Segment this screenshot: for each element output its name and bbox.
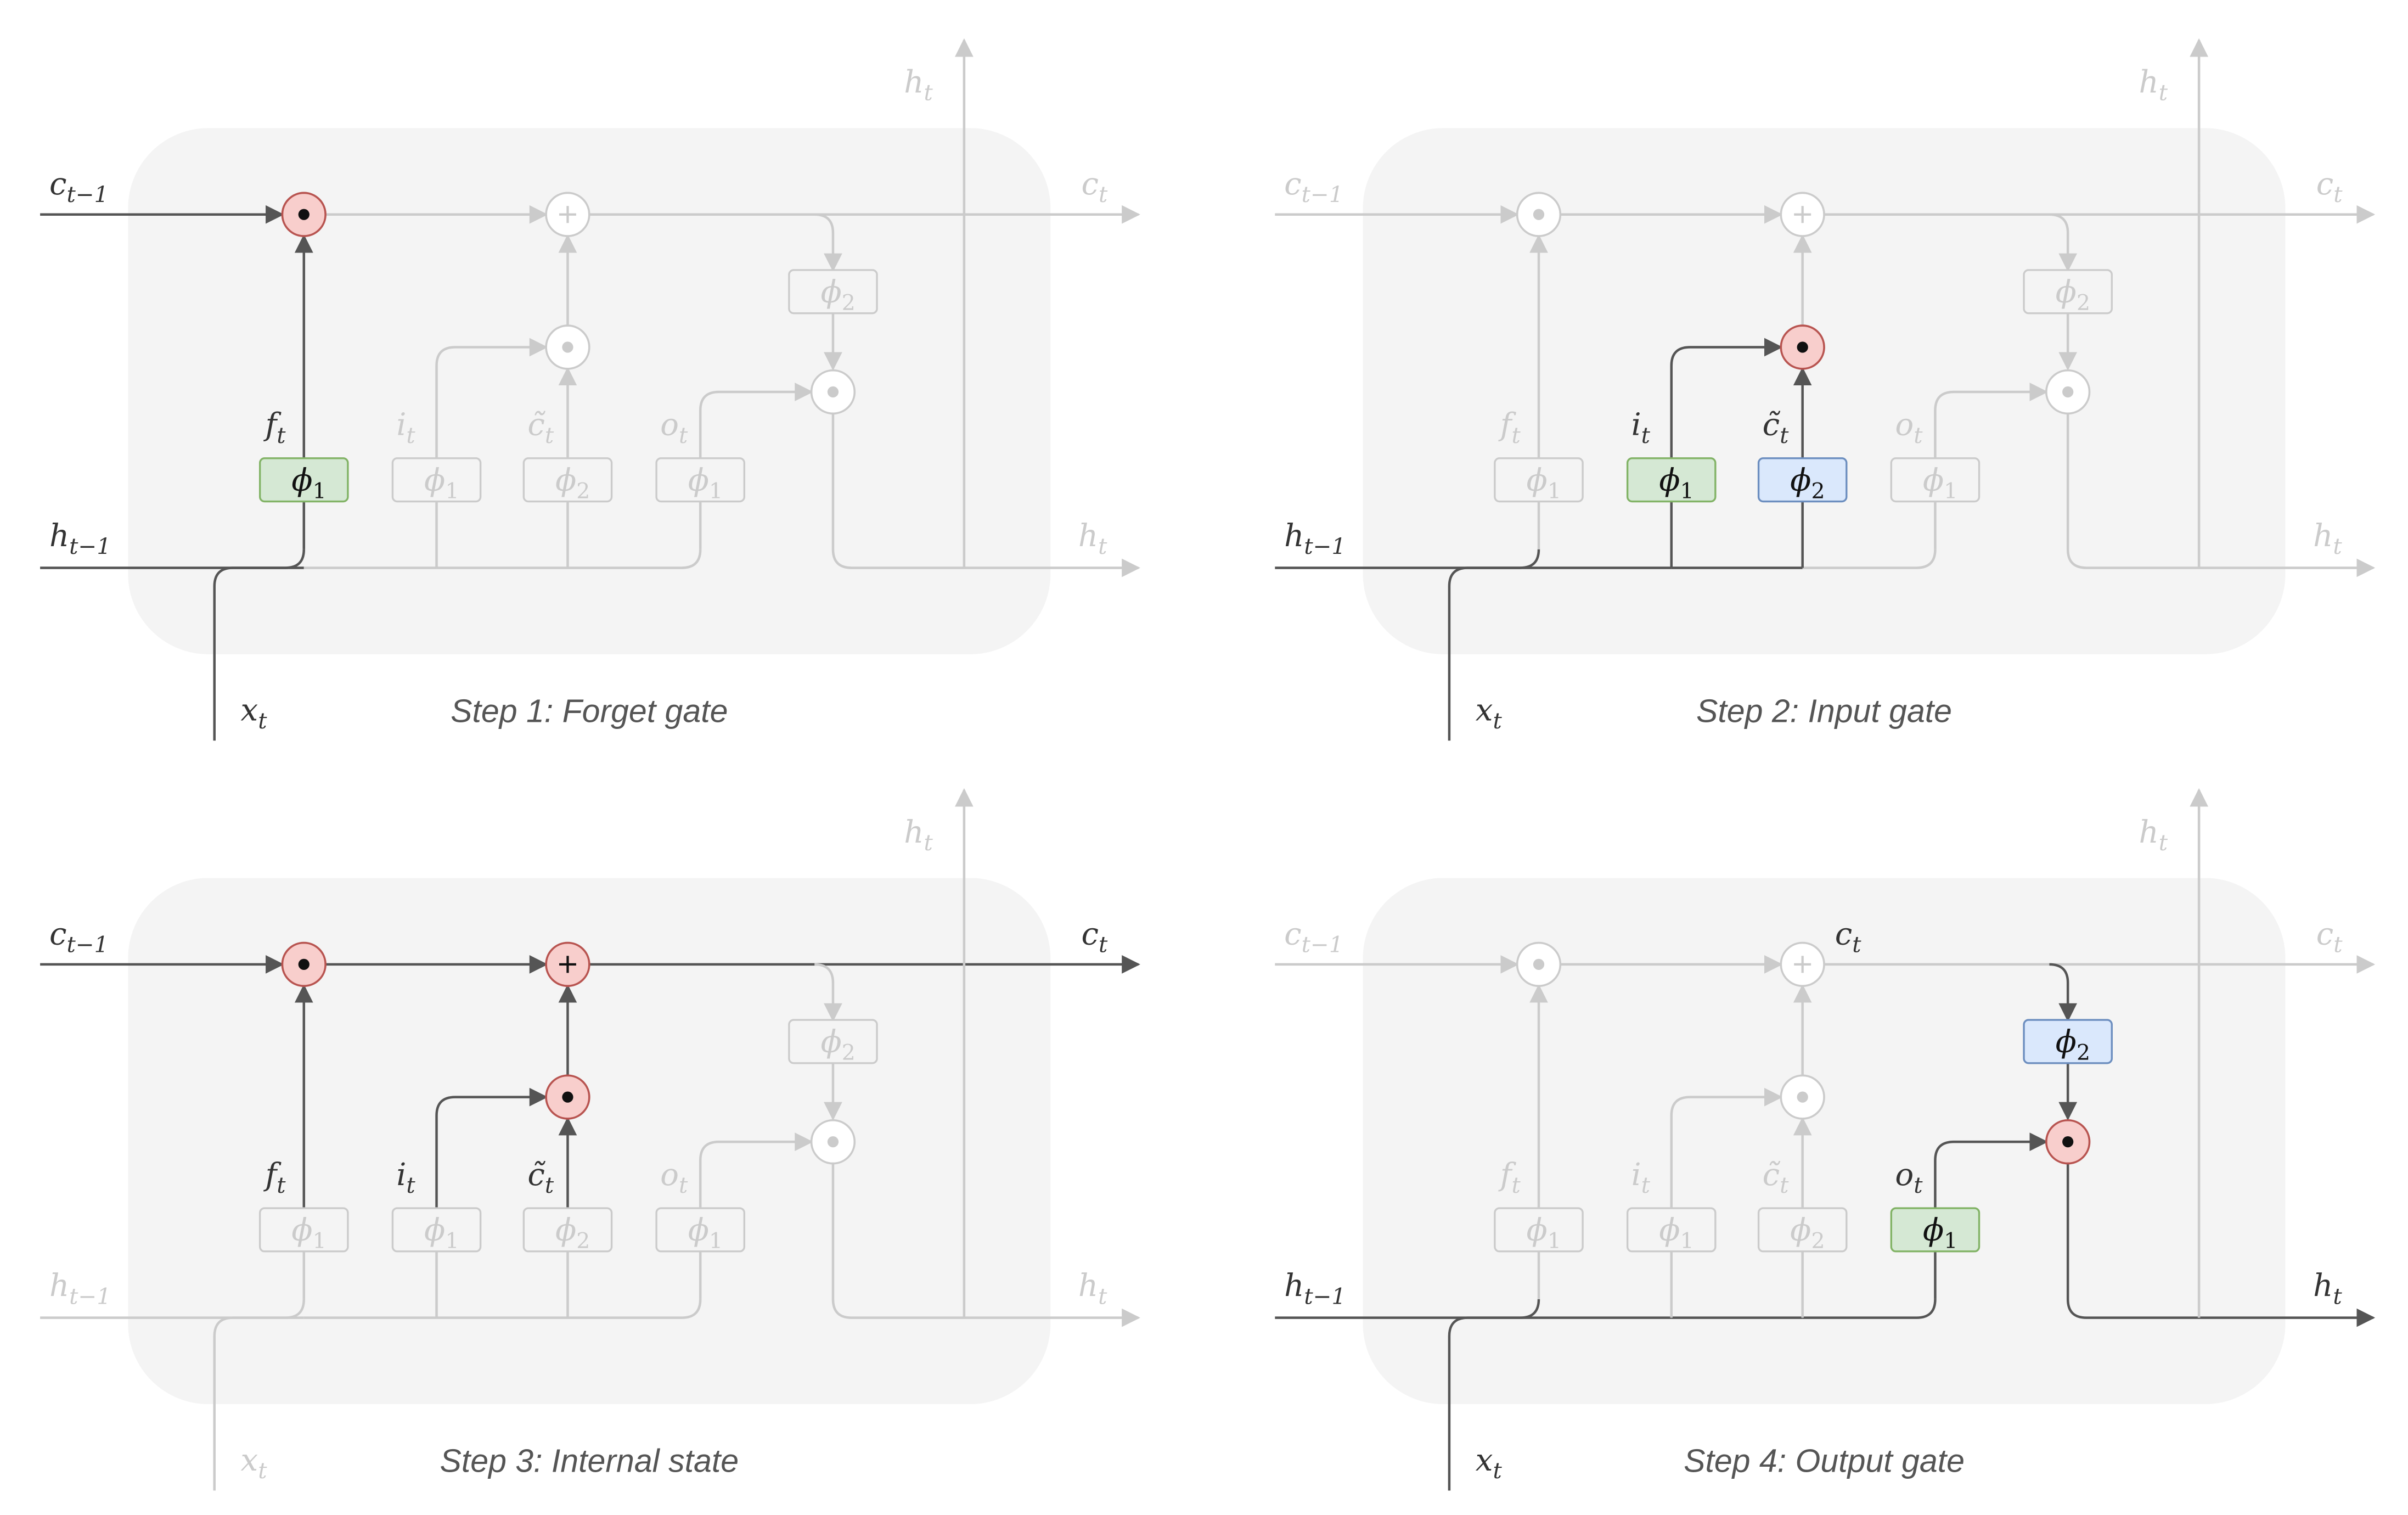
phi2-candidate: ϕ2 (1759, 1208, 1847, 1254)
mul-forget-dot (299, 959, 310, 970)
label-h-top: ht (904, 815, 933, 856)
mul-forget-dot (1533, 209, 1544, 220)
mul-output (2046, 1120, 2090, 1164)
mul-forget (1517, 943, 1561, 986)
label-c-out: ct (1082, 166, 1109, 207)
label-x: xt (1476, 1443, 1503, 1484)
cell-background (128, 878, 1050, 1404)
label-c-out: ct (2316, 166, 2343, 207)
mul-input (1781, 1075, 1824, 1119)
phi2-cell-output: ϕ2 (2024, 1020, 2112, 1065)
label-h-out: ht (1078, 518, 1107, 559)
phi1-input-gate: ϕ1 (1628, 1208, 1715, 1254)
step-caption: Step 2: Input gate (1696, 693, 1952, 730)
phi1-output-gate: ϕ1 (1891, 1208, 1979, 1254)
label-c-out: ct (1082, 916, 1109, 957)
mul-forget-dot (299, 209, 310, 220)
mul-input (546, 326, 589, 369)
label-c-prev: ct−1 (49, 166, 108, 207)
label-h-top: ht (2139, 65, 2168, 106)
phi1-output-gate: ϕ1 (656, 1208, 744, 1254)
mul-output (812, 371, 855, 414)
phi2-candidate: ϕ2 (524, 458, 611, 504)
mul-output-dot (828, 1136, 839, 1147)
plus-cell (546, 193, 589, 236)
phi1-forget-gate: ϕ1 (1495, 458, 1583, 504)
label-h-prev: ht−1 (1284, 518, 1346, 559)
cell-background (1363, 128, 2286, 654)
label-h-out: ht (2313, 518, 2342, 559)
mul-input (1781, 326, 1824, 369)
phi2-candidate: ϕ2 (524, 1208, 611, 1254)
phi2-cell-output: ϕ2 (789, 1020, 877, 1065)
mul-input (546, 1075, 589, 1119)
phi1-forget-gate: ϕ1 (1495, 1208, 1583, 1254)
label-h-top: ht (2139, 815, 2168, 856)
label-h-prev: ht−1 (1284, 1268, 1346, 1309)
mul-output-dot (2062, 386, 2073, 397)
label-h-prev: ht−1 (49, 518, 111, 559)
mul-input-dot (562, 1092, 573, 1103)
mul-output (2046, 371, 2090, 414)
phi1-input-gate: ϕ1 (392, 458, 480, 504)
plus-cell (546, 943, 589, 986)
phi2-cell-output: ϕ2 (789, 270, 877, 316)
cell-background (1363, 878, 2286, 1404)
cell-background (128, 128, 1050, 654)
mul-forget (282, 943, 325, 986)
step-caption: Step 4: Output gate (1684, 1443, 1965, 1479)
label-x: xt (241, 693, 268, 734)
mul-output-dot (2062, 1136, 2073, 1147)
phi1-forget-gate: ϕ1 (260, 1208, 348, 1254)
label-h-out: ht (1078, 1268, 1107, 1309)
phi1-output-gate: ϕ1 (656, 458, 744, 504)
label-h-top: ht (904, 65, 933, 106)
mul-input-dot (1797, 341, 1808, 352)
step-caption: Step 1: Forget gate (451, 693, 728, 730)
mul-forget (282, 193, 325, 236)
phi1-input-gate: ϕ1 (1628, 458, 1715, 504)
label-h-out: ht (2313, 1268, 2342, 1309)
label-c-prev: ct−1 (1284, 916, 1343, 957)
phi1-forget-gate: ϕ1 (260, 458, 348, 504)
label-c-prev: ct−1 (1284, 166, 1343, 207)
phi2-candidate: ϕ2 (1759, 458, 1847, 504)
label-h-prev: ht−1 (49, 1268, 111, 1309)
phi1-output-gate: ϕ1 (1891, 458, 1979, 504)
mul-output (812, 1120, 855, 1164)
mul-forget-dot (1533, 959, 1544, 970)
mul-output-dot (828, 386, 839, 397)
mul-input-dot (562, 341, 573, 352)
phi1-input-gate: ϕ1 (392, 1208, 480, 1254)
mul-input-dot (1797, 1092, 1808, 1103)
label-c-prev: ct−1 (49, 916, 108, 957)
label-c-out: ct (2316, 916, 2343, 957)
plus-cell (1781, 193, 1824, 236)
step-caption: Step 3: Internal state (440, 1443, 739, 1479)
phi2-cell-output: ϕ2 (2024, 270, 2112, 316)
mul-forget (1517, 193, 1561, 236)
label-x: xt (241, 1443, 268, 1484)
plus-cell (1781, 943, 1824, 986)
label-x: xt (1476, 693, 1503, 734)
